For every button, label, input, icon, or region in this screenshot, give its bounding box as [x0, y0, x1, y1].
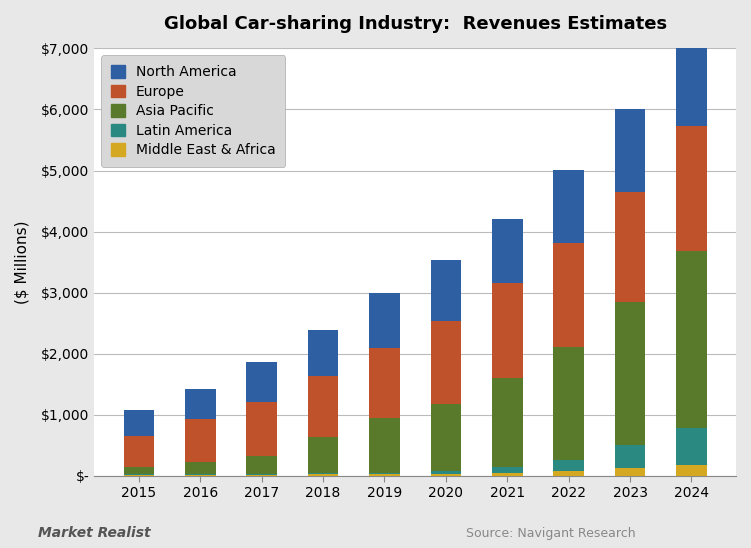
- Legend: North America, Europe, Asia Pacific, Latin America, Middle East & Africa: North America, Europe, Asia Pacific, Lat…: [101, 55, 285, 167]
- Bar: [185, 475, 216, 476]
- Bar: [492, 378, 523, 466]
- Bar: [676, 126, 707, 251]
- Bar: [246, 473, 277, 475]
- Bar: [430, 260, 461, 321]
- Bar: [308, 376, 339, 437]
- Bar: [185, 389, 216, 419]
- Bar: [676, 31, 707, 126]
- Bar: [492, 473, 523, 476]
- Bar: [553, 243, 584, 347]
- Bar: [246, 362, 277, 402]
- Bar: [308, 475, 339, 476]
- Bar: [308, 437, 339, 473]
- Bar: [246, 402, 277, 456]
- Bar: [430, 471, 461, 474]
- Bar: [185, 462, 216, 474]
- Bar: [553, 460, 584, 471]
- Bar: [615, 110, 645, 192]
- Bar: [676, 465, 707, 476]
- Bar: [492, 219, 523, 283]
- Bar: [246, 475, 277, 476]
- Bar: [123, 436, 154, 466]
- Bar: [185, 419, 216, 462]
- Bar: [308, 330, 339, 376]
- Text: Market Realist: Market Realist: [38, 526, 150, 540]
- Bar: [492, 466, 523, 473]
- Title: Global Car-sharing Industry:  Revenues Estimates: Global Car-sharing Industry: Revenues Es…: [164, 15, 667, 33]
- Y-axis label: ($ Millions): ($ Millions): [15, 220, 30, 304]
- Text: Source: Navigant Research: Source: Navigant Research: [466, 527, 635, 540]
- Bar: [615, 302, 645, 445]
- Bar: [123, 466, 154, 475]
- Bar: [676, 251, 707, 428]
- Bar: [123, 475, 154, 476]
- Bar: [553, 471, 584, 476]
- Bar: [369, 475, 400, 476]
- Bar: [492, 283, 523, 378]
- Bar: [430, 474, 461, 476]
- Bar: [430, 404, 461, 471]
- Bar: [369, 293, 400, 347]
- Bar: [553, 170, 584, 243]
- Bar: [553, 347, 584, 460]
- Bar: [123, 410, 154, 436]
- Bar: [615, 445, 645, 469]
- Bar: [369, 418, 400, 473]
- Bar: [369, 473, 400, 475]
- Bar: [615, 469, 645, 476]
- Bar: [246, 456, 277, 473]
- Bar: [369, 347, 400, 418]
- Bar: [308, 473, 339, 475]
- Bar: [185, 474, 216, 475]
- Bar: [676, 428, 707, 465]
- Bar: [615, 192, 645, 302]
- Bar: [430, 321, 461, 404]
